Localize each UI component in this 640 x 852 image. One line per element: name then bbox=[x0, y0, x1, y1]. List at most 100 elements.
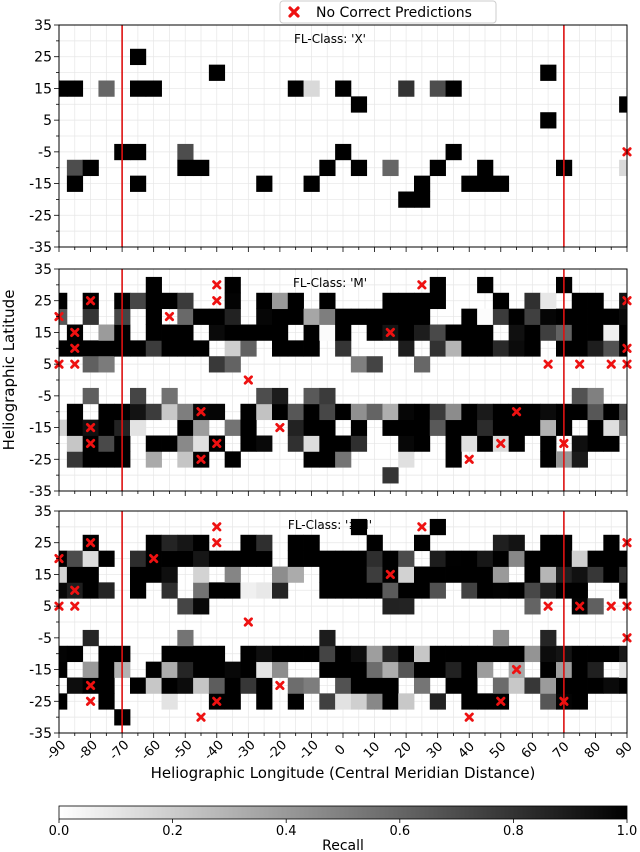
heatmap-cell bbox=[240, 582, 257, 599]
y-tick-label: 25 bbox=[34, 50, 52, 66]
y-tick-label: -25 bbox=[29, 452, 52, 468]
heatmap-cell bbox=[366, 677, 383, 694]
heatmap-cell bbox=[177, 159, 194, 177]
heatmap-cell bbox=[382, 419, 399, 436]
heatmap-cell bbox=[193, 534, 210, 552]
no-correct-marker bbox=[575, 601, 585, 611]
heatmap-cell bbox=[524, 308, 541, 325]
heatmap-cell bbox=[492, 308, 510, 325]
heatmap-cell bbox=[571, 677, 588, 694]
heatmap-cell bbox=[461, 324, 478, 341]
heatmap-cell bbox=[429, 276, 446, 294]
heatmap-cell bbox=[98, 403, 115, 421]
heatmap-cell bbox=[350, 96, 368, 113]
heatmap-cell bbox=[66, 645, 84, 663]
no-correct-marker bbox=[275, 422, 285, 433]
heatmap-cell bbox=[366, 661, 383, 678]
heatmap-cell bbox=[130, 550, 147, 567]
heatmap-cell bbox=[193, 159, 210, 177]
heatmap-cell bbox=[382, 292, 399, 310]
no-correct-marker bbox=[559, 438, 569, 449]
heatmap-cell bbox=[350, 661, 368, 678]
heatmap-cell bbox=[398, 582, 415, 599]
heatmap-cell bbox=[587, 324, 604, 341]
heatmap-cell bbox=[240, 419, 257, 436]
heatmap-cell bbox=[350, 677, 368, 694]
heatmap-cell bbox=[272, 292, 289, 310]
heatmap-cell bbox=[382, 467, 399, 484]
heatmap-cell bbox=[540, 64, 557, 81]
heatmap-cell bbox=[477, 419, 494, 436]
y-tick-label: -35 bbox=[29, 240, 52, 256]
heatmap-cell bbox=[382, 550, 399, 567]
heatmap-cell bbox=[540, 629, 557, 647]
heatmap-cell bbox=[303, 175, 320, 192]
heatmap-cell bbox=[398, 292, 415, 310]
heatmap-cell bbox=[571, 451, 588, 468]
heatmap-cell bbox=[398, 566, 415, 583]
heatmap-cell bbox=[587, 340, 604, 357]
panel-title: FL-Class: '≥M' bbox=[288, 518, 372, 532]
no-correct-marker bbox=[212, 522, 222, 532]
heatmap-cell bbox=[59, 566, 68, 583]
heatmap-cell bbox=[445, 550, 462, 567]
no-correct-marker bbox=[243, 375, 253, 385]
heatmap-cell bbox=[208, 308, 226, 325]
heatmap-cell bbox=[429, 159, 446, 177]
y-tick-label: 15 bbox=[34, 567, 52, 583]
heatmap-cell bbox=[350, 403, 368, 421]
heatmap-cell bbox=[256, 693, 273, 710]
heatmap-cell bbox=[145, 276, 162, 294]
heatmap-cell bbox=[193, 340, 210, 357]
heatmap-cell bbox=[240, 435, 257, 452]
colorbar-label: Recall bbox=[322, 838, 364, 852]
heatmap-cell bbox=[603, 566, 620, 583]
heatmap-cell bbox=[224, 566, 241, 583]
heatmap-cell bbox=[66, 419, 84, 436]
heatmap-cell bbox=[587, 645, 604, 663]
heatmap-cell bbox=[540, 661, 557, 678]
no-correct-marker bbox=[606, 359, 616, 369]
heatmap-cell bbox=[398, 661, 415, 678]
heatmap-cell bbox=[130, 419, 147, 436]
heatmap-cell bbox=[145, 677, 162, 694]
heatmap-cell bbox=[477, 582, 494, 599]
heatmap-cell bbox=[571, 403, 588, 421]
heatmap-cell bbox=[350, 550, 368, 567]
heatmap-cell bbox=[619, 645, 627, 663]
heatmap-cell bbox=[224, 419, 241, 436]
heatmap-cell bbox=[272, 308, 289, 325]
heatmap-cell bbox=[319, 159, 336, 177]
heatmap-cell bbox=[619, 550, 627, 567]
no-correct-marker bbox=[85, 696, 96, 706]
heatmap-cell bbox=[461, 419, 478, 436]
y-ticks: 35 25 15 5 -5 -15 -25 -35 bbox=[29, 504, 59, 742]
heatmap-cell bbox=[540, 550, 557, 567]
heatmap-cell bbox=[177, 435, 194, 452]
y-tick-label: 5 bbox=[43, 357, 52, 373]
heatmap-cell bbox=[429, 518, 446, 536]
heatmap-cell bbox=[335, 582, 352, 599]
heatmap-panel-1: FL-Class: 'X' 35 25 15 5 -5 -15 -25 -35 bbox=[29, 18, 632, 256]
heatmap-cell bbox=[366, 566, 383, 583]
heatmap-cell bbox=[587, 550, 604, 567]
heatmap-cell bbox=[571, 566, 588, 583]
heatmap-cell bbox=[398, 191, 415, 208]
heatmap-cell bbox=[398, 419, 415, 436]
x-tick-label: 10 bbox=[361, 739, 383, 761]
heatmap-cell bbox=[524, 292, 541, 310]
heatmap-cell bbox=[587, 387, 604, 405]
heatmap-cell bbox=[161, 340, 178, 357]
no-correct-marker bbox=[70, 343, 80, 353]
y-tick-label: -5 bbox=[38, 145, 52, 161]
heatmap-cell bbox=[256, 292, 273, 310]
heatmap-cell bbox=[145, 435, 162, 452]
heatmap-cell bbox=[492, 292, 510, 310]
y-tick-label: -15 bbox=[29, 421, 52, 437]
heatmap-cell bbox=[571, 645, 588, 663]
heatmap-cell bbox=[350, 566, 368, 583]
x-tick-label: -40 bbox=[201, 738, 227, 764]
heatmap-cell bbox=[130, 175, 147, 192]
colorbar-tick-label: 0.2 bbox=[162, 824, 183, 839]
